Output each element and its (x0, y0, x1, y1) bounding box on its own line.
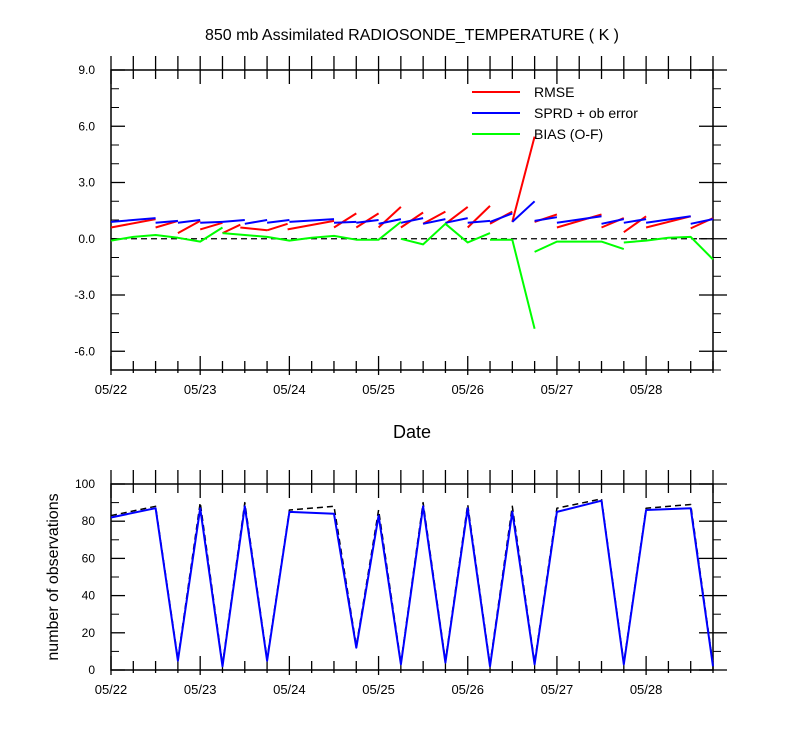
series-line-bias-o-f (534, 240, 625, 253)
series-line-bias-o-f (400, 222, 491, 246)
series-line-sprd-ob-error (110, 217, 156, 223)
y-tick-label: 80 (82, 514, 96, 528)
series-line-rmse (266, 222, 288, 232)
series-line-sprd-ob-error (333, 220, 357, 224)
x-tick-label: 05/28 (630, 682, 663, 697)
series-line-sprd-ob-error (356, 219, 379, 224)
series-line-sprd-ob-error (177, 219, 201, 224)
x-tick-label: 05/25 (362, 382, 395, 397)
y-tick-label: -6.0 (74, 344, 95, 358)
series-line-sprd-ob-error (445, 217, 468, 224)
x-tick-label: 05/22 (95, 682, 128, 697)
chart-title: 850 mb Assimilated RADIOSONDE_TEMPERATUR… (205, 27, 619, 44)
series-line-sprd-ob-error (244, 219, 268, 225)
series-line-rmse (222, 223, 241, 235)
x-tick-label: 05/26 (451, 682, 484, 697)
series-line-sprd-ob-error (534, 216, 558, 222)
x-tick-label: 05/23 (184, 382, 217, 397)
y-tick-label: -3.0 (74, 288, 95, 302)
series-line-sprd-ob-error (511, 200, 536, 223)
x-tick-label: 05/22 (95, 382, 128, 397)
x-tick-label: 05/28 (630, 382, 663, 397)
x-tick-label: 05/27 (541, 382, 574, 397)
x-tick-label: 05/23 (184, 682, 217, 697)
series-line-rmse (199, 221, 223, 231)
series-line-rmse (377, 206, 402, 229)
x-axis-label: Date (393, 422, 431, 442)
series-line-rmse (177, 220, 201, 234)
series-line-sprd-ob-error (623, 218, 647, 224)
series-line-sprd-ob-error (155, 219, 178, 224)
x-tick-label: 05/27 (541, 682, 574, 697)
series-line-sprd-ob-error (422, 218, 446, 225)
series-line-sprd-ob-error (289, 218, 335, 223)
top-chart-axes: 05/22 05/23 05/24 05/25 05/26 05/27 05/28 9.0 6.… (74, 56, 727, 397)
series-line-sprd-ob-error (467, 219, 491, 224)
y-tick-label: 9.0 (78, 63, 95, 77)
series-line-sprd-ob-error (690, 218, 714, 225)
series-line-bias-o-f (623, 235, 714, 261)
x-tick-label: 05/24 (273, 382, 306, 397)
top-chart-series (110, 136, 714, 330)
x-tick-label: 05/26 (451, 382, 484, 397)
series-line-rmse (287, 219, 335, 231)
series-line-sprd-ob-error (489, 212, 513, 223)
series-line-rmse (240, 226, 268, 232)
bottom-chart-axes: 05/22 05/23 05/24 05/25 05/26 05/27 05/28 100 80… (75, 470, 727, 697)
series-line-bias-o-f (490, 238, 536, 330)
series-line-rmse (444, 206, 469, 225)
legend-label: SPRD + ob error (534, 105, 638, 121)
series-line-rmse (511, 136, 536, 223)
y-axis-label-observations: number of observations (45, 493, 62, 660)
series-line-bias-o-f (222, 221, 402, 242)
y-tick-label: 60 (82, 551, 96, 565)
y-tick-label: 0.0 (78, 232, 95, 246)
series-line-rmse (467, 205, 491, 229)
series-line-sprd-ob-error (645, 215, 691, 224)
bottom-chart-series (110, 498, 714, 668)
series-line-bias-o-f (110, 226, 224, 243)
series-line-sprd-ob-error (200, 220, 223, 224)
legend-label: BIAS (O-F) (534, 126, 603, 142)
y-tick-label: 3.0 (78, 176, 95, 190)
y-tick-label: 6.0 (78, 119, 95, 133)
y-tick-label: 100 (75, 477, 95, 491)
series-line-rmse (110, 218, 156, 229)
series-line-sprd-ob-error (556, 215, 602, 224)
x-tick-label: 05/25 (362, 682, 395, 697)
series-line-rmse (333, 212, 357, 229)
series-line-sprd-ob-error (400, 217, 424, 224)
x-tick-label: 05/24 (273, 682, 306, 697)
legend-label: RMSE (534, 84, 574, 100)
top-chart-legend: RMSE SPRD + ob error BIAS (O-F) (472, 84, 638, 142)
series-line-sprd-ob-error (266, 219, 290, 224)
observations-used-line (110, 499, 714, 668)
y-tick-label: 40 (82, 589, 96, 603)
y-tick-label: 0 (88, 663, 95, 677)
series-line-sprd-ob-error (601, 218, 625, 225)
y-tick-label: 20 (82, 626, 96, 640)
series-line-sprd-ob-error (222, 219, 245, 223)
series-line-sprd-ob-error (378, 218, 402, 225)
series-line-rmse (422, 210, 446, 225)
